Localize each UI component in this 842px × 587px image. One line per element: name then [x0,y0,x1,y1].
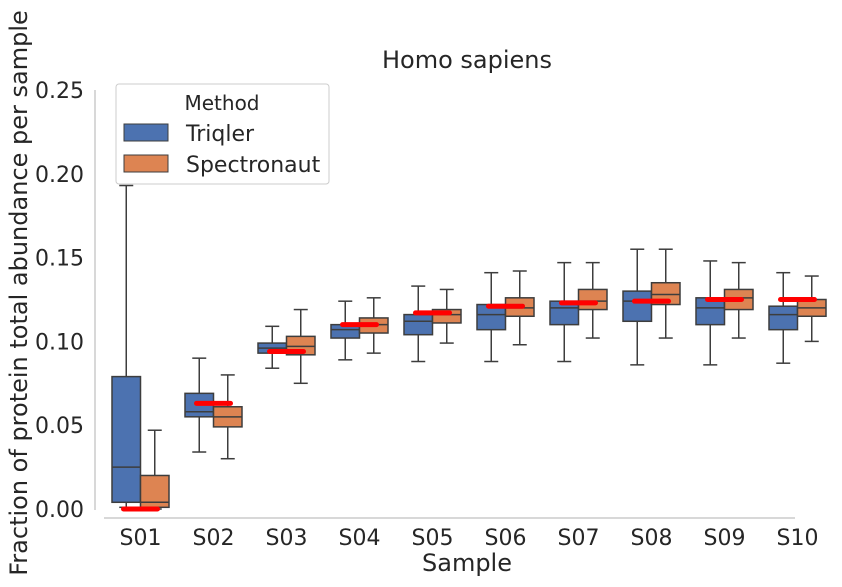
box-body [111,375,142,504]
box-spectronaut-s02 [212,374,243,460]
plot-area [111,184,827,512]
x-tick-labels: S01 S02 S03 S04 S05 S06 S07 S08 S09 S10 [120,526,819,551]
x-tick-label: S09 [704,526,746,551]
y-tick-label: 0.20 [35,163,84,188]
x-tick-label: S08 [631,526,673,551]
x-tick-label: S05 [412,526,454,551]
box-body [768,305,799,331]
box-triqler-s10 [768,271,799,364]
box-spectronaut-s07 [577,261,608,339]
legend: Method Triqler Spectronaut [115,83,330,185]
y-tick-label: 0.00 [35,498,84,523]
x-tick-label: S02 [193,526,235,551]
x-tick-label: S01 [120,526,162,551]
legend-title: Method [184,91,259,115]
y-tick-label: 0.10 [35,330,84,355]
box-triqler-s04 [330,300,361,361]
box-triqler-s06 [476,271,507,363]
box-spectronaut-s05 [431,288,462,344]
legend-label-spectronaut: Spectronaut [186,153,321,178]
x-tick-label: S04 [339,526,381,551]
box-spectronaut-s01 [139,429,170,510]
box-triqler-s05 [403,285,434,363]
box-triqler-s08 [622,248,653,366]
box-triqler-s09 [695,260,726,366]
box-spectronaut-s08 [650,248,681,339]
y-tick-label: 0.15 [35,247,84,272]
x-axis-label: Sample [422,549,512,577]
box-triqler-s07 [549,261,580,363]
x-tick-label: S10 [777,526,819,551]
legend-frame [115,83,330,185]
box-spectronaut-s10 [796,275,827,343]
box-triqler-s03 [257,325,288,369]
y-tick-label: 0.05 [35,414,84,439]
legend-swatch-spectronaut [123,154,169,173]
box-triqler-s01 [111,184,142,509]
legend-label-triqler: Triqler [185,122,255,147]
box-body [476,303,507,331]
y-tick-label: 0.25 [35,79,84,104]
box-body [403,313,434,336]
box-spectronaut-s03 [285,308,316,385]
y-tick-labels: 0.00 0.05 0.10 0.15 0.20 0.25 [35,79,84,523]
x-tick-label: S07 [558,526,600,551]
chart-title: Homo sapiens [382,46,552,74]
x-tick-label: S03 [266,526,308,551]
y-axis-label: Fraction of protein total abundance per … [5,10,33,576]
x-tick-label: S06 [485,526,527,551]
legend-swatch-triqler [123,123,169,142]
box-body [622,290,653,323]
box-body [577,288,608,311]
